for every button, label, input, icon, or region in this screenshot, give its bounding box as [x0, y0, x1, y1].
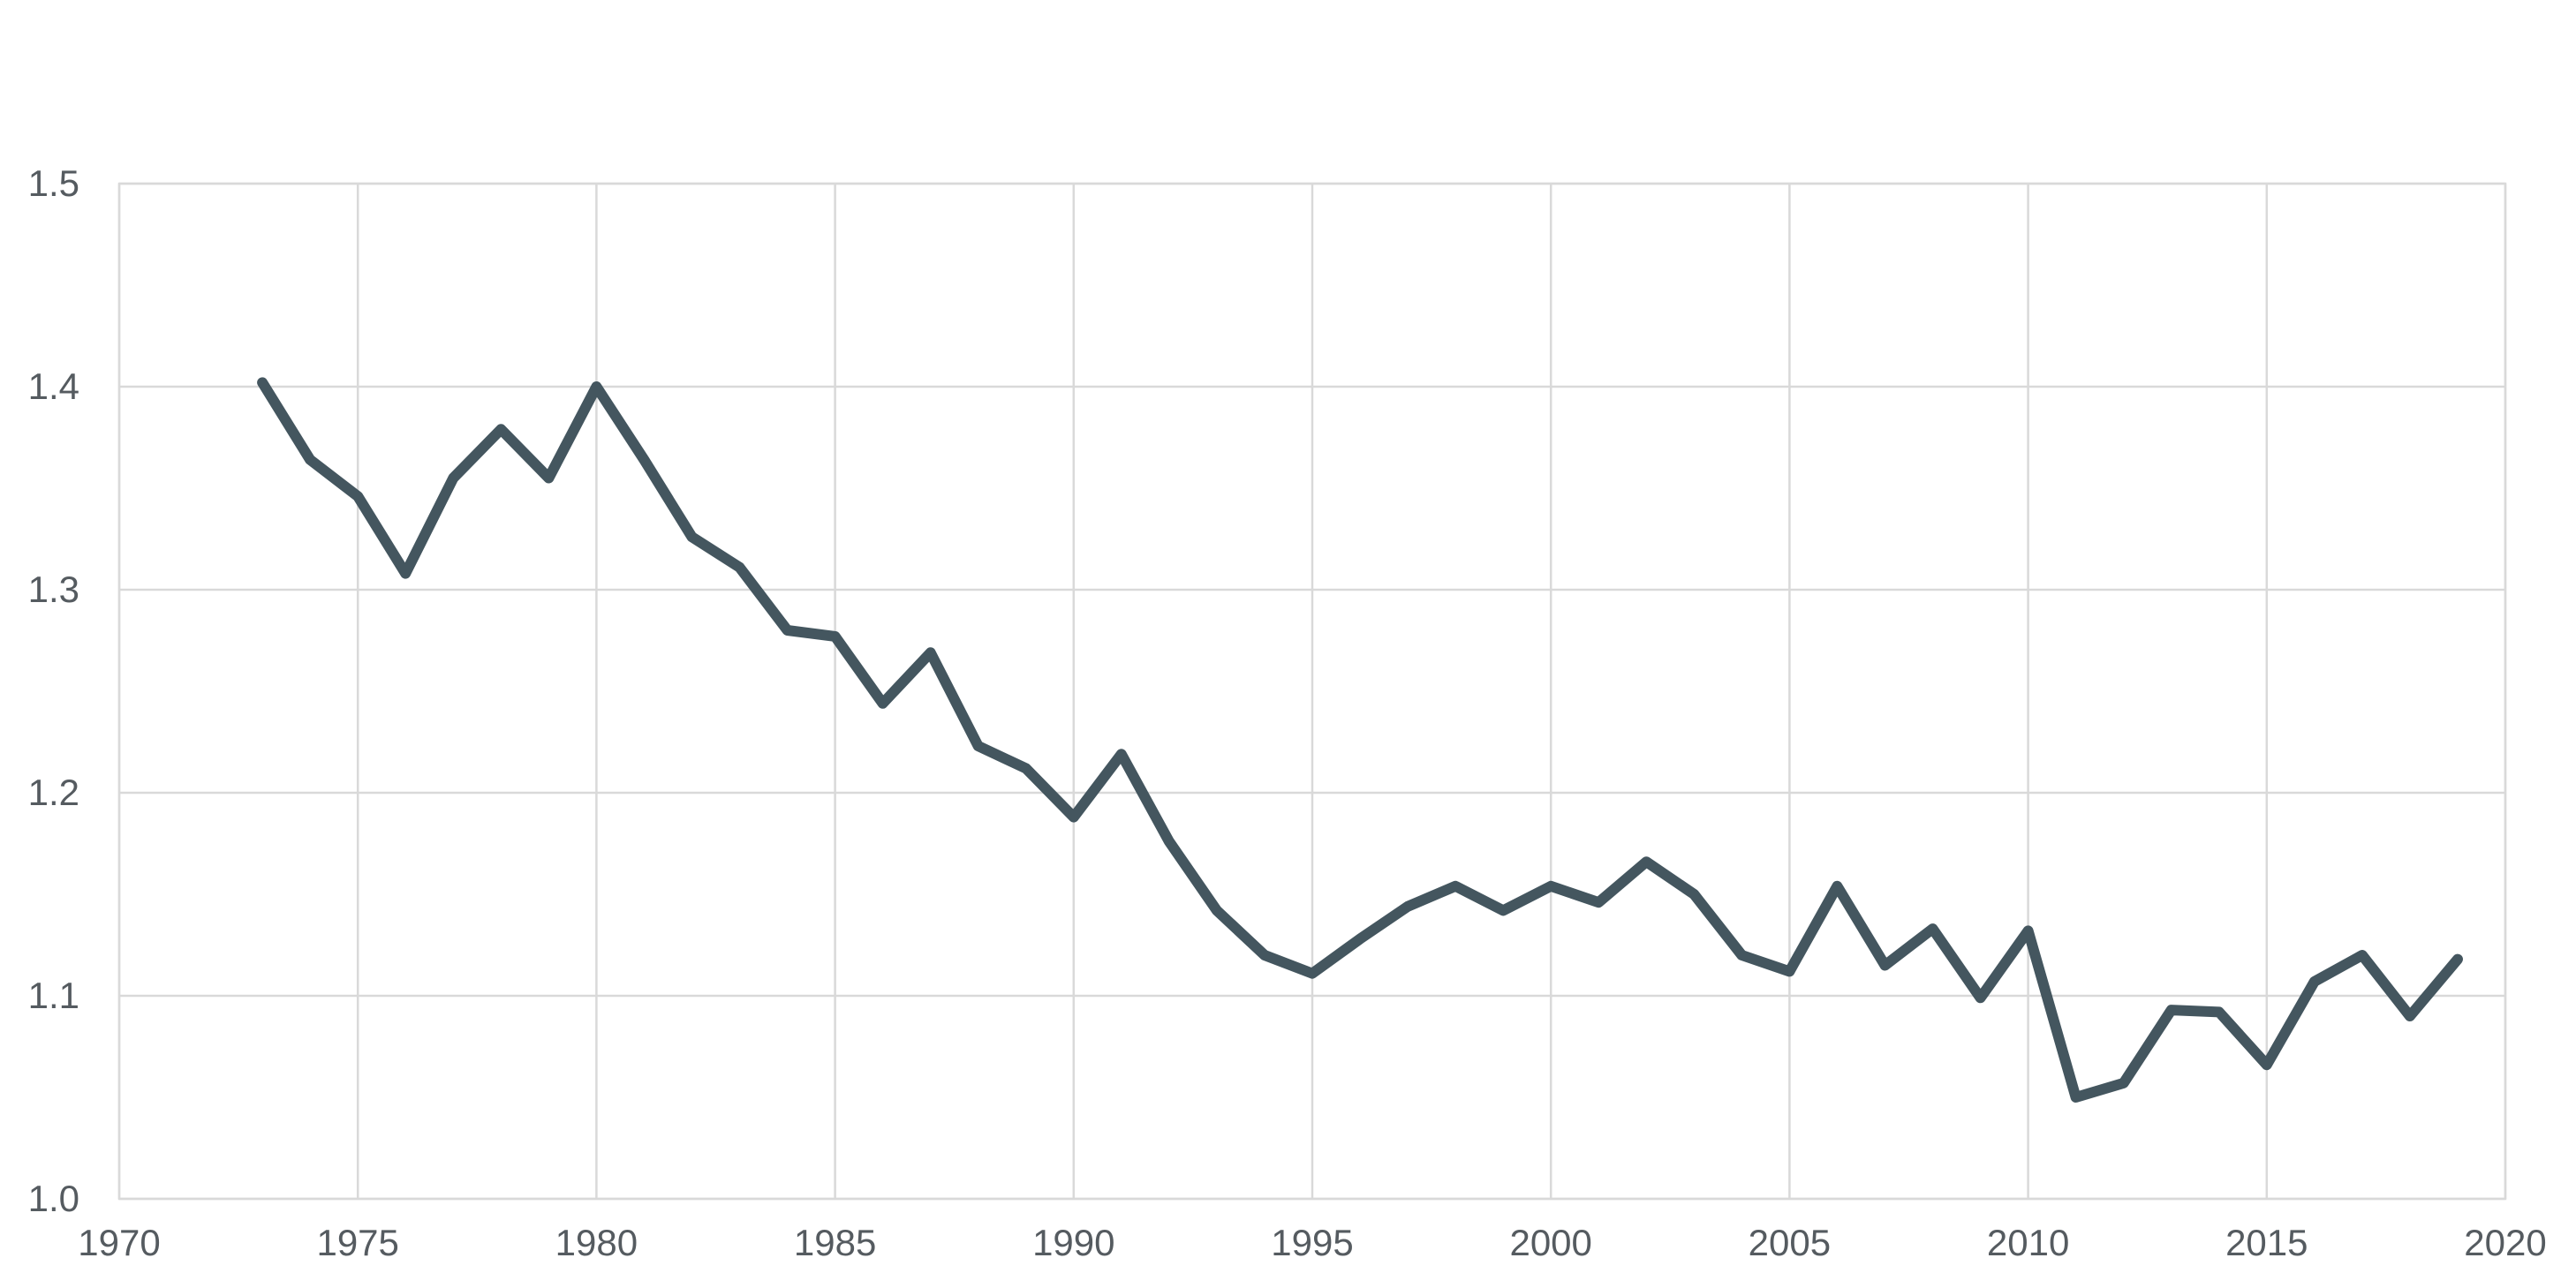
y-tick-label: 1.2 — [28, 772, 79, 813]
x-tick-label: 1980 — [555, 1222, 638, 1263]
x-tick-label: 1975 — [316, 1222, 398, 1263]
y-axis-tick-labels: 1.0 1.1 1.2 1.3 1.4 1.5 — [28, 162, 79, 1219]
x-tick-label: 2010 — [1987, 1222, 2069, 1263]
plot-frame — [117, 182, 2507, 1201]
x-tick-label: 2005 — [1749, 1222, 1831, 1263]
y-tick-label: 1.5 — [28, 162, 79, 204]
x-tick-label: 1970 — [78, 1222, 160, 1263]
y-tick-label: 1.3 — [28, 569, 79, 610]
y-tick-label: 1.4 — [28, 365, 79, 407]
x-tick-label: 2000 — [1509, 1222, 1591, 1263]
x-tick-label: 1985 — [794, 1222, 876, 1263]
x-tick-label: 1990 — [1032, 1222, 1114, 1263]
y-tick-label: 1.1 — [28, 975, 79, 1016]
x-tick-label: 2020 — [2464, 1222, 2546, 1263]
y-tick-label: 1.0 — [28, 1178, 79, 1219]
series-layer — [257, 377, 2463, 1103]
series-line — [257, 377, 2463, 1103]
x-axis-tick-labels: 1970 1975 1980 1985 1990 1995 2000 2005 2010 2015… — [78, 1222, 2546, 1263]
x-tick-label: 2015 — [2225, 1222, 2308, 1263]
x-tick-label: 1995 — [1271, 1222, 1353, 1263]
